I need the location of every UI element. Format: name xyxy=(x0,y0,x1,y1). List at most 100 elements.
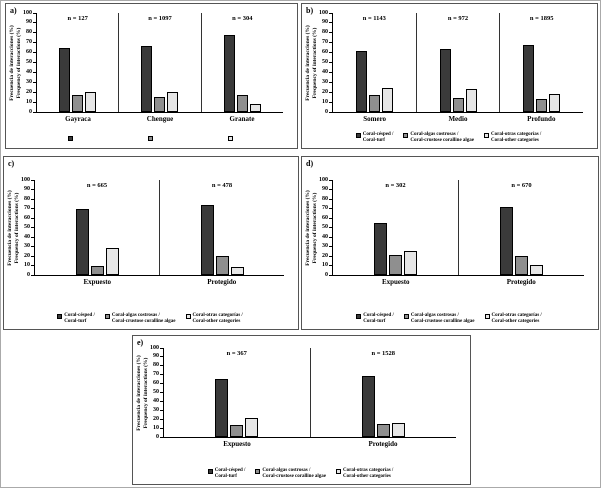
y-tick-label: 0 xyxy=(156,433,159,440)
y-tick-mark xyxy=(329,274,333,276)
bar-coral-turf xyxy=(374,222,387,275)
legend-label-es: Coral-otras categorías / xyxy=(491,312,542,318)
y-tick-mark xyxy=(329,71,333,73)
category-label: Expuesto xyxy=(83,278,112,286)
y-tick-mark xyxy=(160,374,164,376)
y-tick-mark xyxy=(329,189,333,190)
category-label: Protegido xyxy=(506,278,536,286)
legend-label: Coral-algas costrosas / Coral-crustose co… xyxy=(410,132,474,145)
y-tick-mark xyxy=(329,42,333,44)
category-label: Profundo xyxy=(527,115,556,123)
y-tick-label: 90 xyxy=(24,186,30,192)
bar-coral-other-categories xyxy=(391,422,405,437)
y-tick-mark xyxy=(33,62,37,63)
legend-label-en: Coral-turf xyxy=(362,137,385,143)
y-tick-mark xyxy=(160,365,164,367)
bar-group: n = 1895 xyxy=(499,13,583,112)
legend-item-coral-crustose-coralline-algae: Coral-algas costrosas / Coral-crustose co… xyxy=(403,132,474,145)
y-tick-mark xyxy=(31,246,35,247)
bar-coral-other-categories xyxy=(230,267,244,275)
y-tick-mark xyxy=(329,179,333,181)
y-tick-mark xyxy=(33,91,37,93)
legend-label: Coral-césped / Coral-turf xyxy=(363,313,394,326)
legend-label-en: Coral-crustose coralline algae xyxy=(410,137,475,143)
bar-coral-crustose-coralline-algae xyxy=(72,95,84,112)
legend-item-coral-turf xyxy=(68,135,73,141)
y-tick-mark xyxy=(160,436,164,438)
y-tick-label: 10 xyxy=(26,98,32,105)
y-tick-label: 0 xyxy=(27,271,30,278)
bar-coral-other-categories xyxy=(249,104,261,112)
sample-size-label: n = 670 xyxy=(511,182,532,189)
legend-label-es: Coral-otras categorías / xyxy=(192,312,243,318)
legend-swatch xyxy=(356,313,362,319)
legend-label-es: Coral-césped / xyxy=(362,131,394,137)
y-tick-mark xyxy=(160,383,164,385)
y-tick-label: 20 xyxy=(153,415,159,422)
sample-size-label: n = 972 xyxy=(447,15,469,22)
y-tick-mark xyxy=(31,208,35,209)
legend-label-es: Coral-césped / xyxy=(64,312,95,318)
category-label: Expuesto xyxy=(381,278,410,286)
bar-coral-other-categories xyxy=(465,89,477,112)
bar-coral-turf xyxy=(215,379,229,437)
legend-item-coral-turf: Coral-césped / Coral-turf xyxy=(355,131,394,145)
y-tick-label: 30 xyxy=(322,243,328,249)
y-tick-mark xyxy=(33,111,37,113)
panel-a: a) Frecuencia de interacciones (%) Frequ… xyxy=(5,3,298,149)
y-tick-mark xyxy=(31,198,35,200)
bar-coral-turf xyxy=(355,50,367,112)
y-tick-label: 50 xyxy=(153,389,159,395)
plot-area: 0 10 20 30 40 50 60 70 80 90 100 n = 302 n = 670 xyxy=(319,177,584,278)
y-tick-label: 60 xyxy=(26,49,32,56)
y-tick-label: 20 xyxy=(322,252,328,259)
y-tick-label: 70 xyxy=(322,39,328,46)
sample-size-label: n = 665 xyxy=(86,182,108,189)
y-tick-mark xyxy=(33,71,37,73)
y-tick-mark xyxy=(31,236,35,238)
sample-size-label: n = 127 xyxy=(67,15,88,22)
bar-group: n = 478 xyxy=(159,180,284,275)
y-axis-label-es: Frecuencia de interacciones (%) xyxy=(135,355,142,431)
sample-size-label: n = 304 xyxy=(232,15,253,22)
y-tick-mark xyxy=(329,198,333,200)
y-tick-label: 30 xyxy=(153,406,159,413)
y-tick-label: 50 xyxy=(322,224,328,230)
legend-item-coral-other-categories: Coral-otras categorías / Coral-other cate… xyxy=(484,312,542,326)
category-label: Somero xyxy=(363,115,387,123)
bar-coral-turf xyxy=(75,208,89,275)
bar-group: n = 304 xyxy=(200,13,283,112)
y-tick-mark xyxy=(33,12,37,14)
bar-coral-crustose-coralline-algae xyxy=(536,99,548,112)
bar-group: n = 127 xyxy=(37,13,118,112)
bar-coral-turf xyxy=(500,206,513,275)
y-tick-label: 10 xyxy=(322,98,328,105)
legend-swatch xyxy=(403,313,409,319)
legend-item-coral-other-categories xyxy=(228,135,233,141)
chart-area: Frecuencia de interacciones (%) Frequenc… xyxy=(304,10,593,115)
bar-groups: n = 367 n = 1528 xyxy=(164,348,456,437)
bar-coral-crustose-coralline-algae xyxy=(90,265,104,275)
y-tick-mark xyxy=(33,42,37,44)
bar-groups: n = 1143 n = 972 n = 1895 xyxy=(333,13,583,112)
y-tick-label: 100 xyxy=(21,176,30,183)
y-tick-mark xyxy=(31,265,35,266)
y-axis-label-es: Frecuencia de interacciones (%) xyxy=(304,190,311,266)
y-tick-label: 40 xyxy=(26,68,32,75)
bar-coral-other-categories xyxy=(167,92,179,112)
legend-item-coral-other-categories: Coral-otras categorías / Coral-other cate… xyxy=(484,132,541,145)
bar-group: n = 1143 xyxy=(333,13,416,112)
y-tick-label: 70 xyxy=(322,205,328,211)
bar-coral-crustose-coralline-algae xyxy=(154,97,166,112)
y-tick-mark xyxy=(31,189,35,190)
y-tick-mark xyxy=(160,347,164,349)
y-tick-label: 20 xyxy=(24,252,30,259)
legend-item-coral-other-categories: Coral-otras categorías / Coral-other cate… xyxy=(336,468,393,481)
legend-swatch xyxy=(148,136,153,141)
y-tick-mark xyxy=(329,236,333,238)
category-label: Granate xyxy=(229,115,255,123)
bar-coral-turf xyxy=(59,47,71,112)
bar-group: n = 302 xyxy=(333,180,458,275)
y-axis-label-es: Frecuencia de interacciones (%) xyxy=(8,25,15,101)
category-row: Somero Medio Profundo xyxy=(333,113,583,123)
